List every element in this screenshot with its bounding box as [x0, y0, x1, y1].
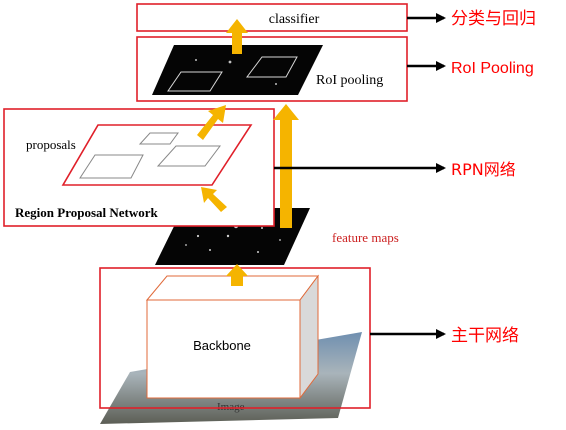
- proposal-box-1: [138, 132, 179, 145]
- feature-maps-label: feature maps: [332, 230, 399, 245]
- image-label: Image: [217, 401, 245, 413]
- annotation-backbone: 主干网络: [451, 326, 519, 346]
- rpn-proposal-plane: [61, 124, 253, 186]
- flow-arrows: [197, 19, 299, 286]
- backbone-cube-front: [146, 299, 301, 399]
- annotation-arrows: [274, 13, 446, 339]
- arrow-rpn-to-roi: [197, 105, 226, 140]
- proposal-box-2: [79, 154, 144, 179]
- rpn-frame: [3, 108, 275, 227]
- annotation-roi-pooling: RoI Pooling: [451, 60, 534, 77]
- classifier-frame: [136, 3, 408, 32]
- roi-pooling-plane-group: RoI pooling: [152, 45, 383, 95]
- arrow-roi-to-classifier: [226, 19, 248, 54]
- backbone-label: Backbone: [193, 338, 251, 353]
- backbone-cube: Backbone: [145, 274, 319, 400]
- classifier-label: classifier: [269, 12, 320, 27]
- roi-box-2: [246, 56, 298, 78]
- roi-pooling-frame: [136, 36, 408, 102]
- proposals-label: proposals: [26, 137, 76, 152]
- arrow-backbone-to-features: [226, 264, 248, 286]
- roi-box-1: [167, 71, 223, 92]
- annotation-classification-regression: 分类与回归: [451, 9, 536, 29]
- annotation-rpn: RPN网络: [451, 160, 516, 179]
- arrow-features-to-rpn: [201, 187, 227, 212]
- arrow-features-to-roi: [273, 104, 299, 228]
- roi-pooling-label: RoI pooling: [316, 73, 383, 88]
- proposal-box-3: [156, 145, 221, 167]
- rpn-title: Region Proposal Network: [15, 205, 159, 220]
